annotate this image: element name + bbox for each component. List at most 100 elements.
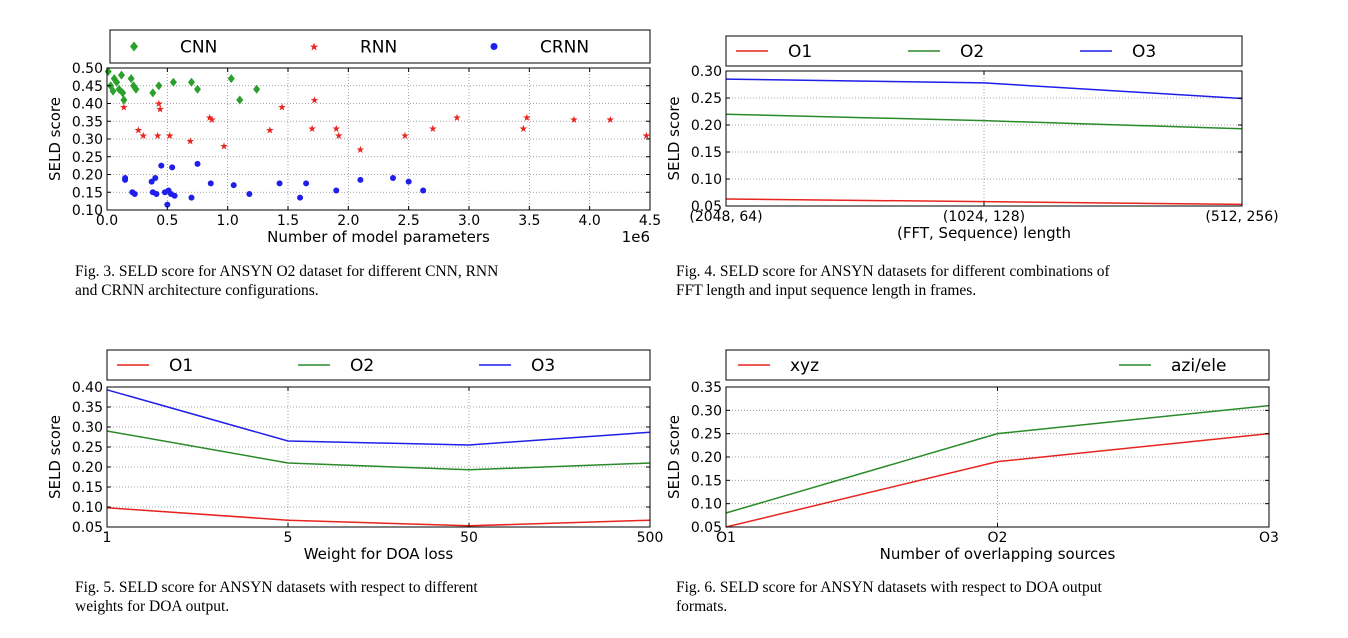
legend-marker-crnn	[490, 43, 498, 50]
y-tick-label: 0.50	[72, 61, 103, 77]
y-tick-label: 0.25	[691, 427, 722, 443]
legend-label: O2	[350, 356, 374, 376]
x-tick-label: (2048, 64)	[689, 209, 762, 225]
cnn-point	[104, 67, 112, 77]
rnn-point: ★	[119, 103, 128, 114]
y-tick-label: 0.30	[72, 420, 103, 436]
crnn-point	[158, 162, 165, 169]
chart-fig3: ★★★ ★★★★ ★★★★★★★★★★★★★★★★ ★ ★★0.100.150.200.…	[46, 29, 661, 246]
cnn-point	[155, 81, 163, 91]
x-axis-label: (FFT, Sequence) length	[897, 224, 1071, 242]
y-tick-label: 0.25	[72, 440, 103, 456]
rnn-point: ★	[452, 113, 461, 124]
rnn-point: ★	[308, 124, 317, 135]
x-tick-label: 0.5	[156, 213, 178, 229]
gridlines	[106, 386, 651, 528]
y-tick-label: 0.10	[72, 203, 103, 219]
legend: O1 O2 O3	[106, 349, 651, 381]
legend: O1 O2 O3	[725, 35, 1243, 67]
legend-box	[725, 349, 1270, 381]
x-tick-label: (1024, 128)	[943, 209, 1025, 225]
x-tick-label: 1.5	[277, 213, 299, 229]
x-tick-label: 500	[637, 530, 664, 546]
y-tick-label: 0.10	[72, 500, 103, 516]
rnn-point: ★	[356, 145, 365, 156]
x-tick-label: 0.0	[96, 213, 118, 229]
caption-line: FFT length and input sequence length in …	[676, 282, 977, 299]
x-tick-label: 3.0	[458, 213, 480, 229]
x-axis-ticks: (2048, 64) (1024, 128) (512, 256)	[689, 71, 1279, 225]
legend-label: CNN	[180, 38, 217, 58]
crnn-point	[333, 187, 340, 194]
rnn-point: ★	[428, 124, 437, 135]
x-axis-label: Number of model parameters	[267, 228, 490, 246]
rnn-point: ★	[205, 113, 214, 124]
rnn-point: ★	[156, 104, 165, 115]
crnn-point	[389, 175, 396, 182]
rnn-point: ★	[334, 131, 343, 142]
cnn-point	[194, 84, 201, 94]
rnn-point: ★	[642, 131, 651, 142]
crnn-point	[420, 187, 427, 194]
cnn-point	[109, 86, 117, 96]
y-tick-label: 0.30	[691, 64, 722, 80]
rnn-point: ★	[277, 103, 286, 114]
caption-line: Fig. 5. SELD score for ANSYN datasets wi…	[75, 579, 478, 596]
caption-line: Fig. 3. SELD score for ANSYN O2 dataset …	[75, 263, 499, 280]
y-axis-ticks: 0.05 0.10 0.15 0.20 0.25 0.30 0.35	[691, 380, 1269, 536]
cnn-point	[149, 88, 157, 98]
rnn-point: ★	[606, 115, 615, 126]
gridlines	[725, 386, 1270, 528]
x-tick-label: 2.5	[398, 213, 420, 229]
y-tick-label: 0.45	[72, 79, 103, 95]
y-tick-label: 0.05	[72, 520, 103, 536]
rnn-point: ★	[139, 131, 148, 142]
crnn-point	[357, 176, 364, 183]
x-axis-ticks: O1 O2 O3	[716, 387, 1279, 546]
legend-label: O1	[788, 42, 812, 62]
crnn-point	[297, 194, 304, 201]
rnn-point: ★	[519, 124, 528, 135]
x-tick-label: 2.0	[337, 213, 359, 229]
rnn-point: ★	[401, 131, 410, 142]
caption-fig-5: Fig. 5. SELD score for ANSYN datasets wi…	[75, 578, 655, 616]
legend-label: CRNN	[540, 38, 589, 58]
rnn-point: ★	[332, 124, 341, 135]
crnn-point	[131, 191, 138, 198]
chart-fig5: 0.05 0.10 0.15 0.20 0.25 0.30 0.35 0.40 1 5 50 500 W…	[46, 349, 664, 563]
y-tick-label: 0.05	[691, 199, 722, 215]
rnn-point: ★	[153, 131, 162, 142]
x-tick-label: (512, 256)	[1205, 209, 1278, 225]
legend-label: O1	[169, 356, 193, 376]
legend-label: xyz	[790, 356, 819, 376]
data-marks	[106, 389, 651, 527]
caption-line: and CRNN architecture configurations.	[75, 282, 319, 299]
legend-box	[109, 29, 651, 64]
x-tick-label: 1	[103, 530, 112, 546]
series-line-o1	[106, 507, 651, 527]
x-tick-label: O3	[1259, 530, 1279, 546]
rnn-point: ★	[186, 136, 195, 147]
crnn-point	[246, 191, 253, 198]
legend-label: azi/ele	[1171, 356, 1226, 376]
x-tick-label: 5	[284, 530, 293, 546]
y-tick-label: 0.35	[72, 114, 103, 130]
x-tick-label: 4.0	[579, 213, 601, 229]
cnn-point	[120, 95, 128, 105]
caption-fig-3: Fig. 3. SELD score for ANSYN O2 dataset …	[75, 262, 655, 300]
y-tick-label: 0.15	[691, 145, 722, 161]
crnn-point	[230, 182, 237, 189]
chart-fig4: 0.05 0.10 0.15 0.20 0.25 0.30 (2048, 64) (1024,…	[665, 35, 1279, 242]
x-tick-label: O2	[988, 530, 1008, 546]
series-line-o2	[725, 113, 1243, 130]
rnn-point: ★	[165, 131, 174, 142]
legend: CNN ★ RNN CRNN	[109, 29, 651, 64]
series-line-xyz	[725, 432, 1270, 528]
cnn-point	[113, 77, 121, 87]
x-axis-ticks: 0.0 0.5 1.0 1.5 2.0 2.5 3.0 3.5 4.0 4.5	[96, 68, 661, 229]
series-line-o3	[725, 78, 1243, 100]
data-marks	[725, 78, 1243, 206]
legend-label: O3	[1132, 42, 1156, 62]
y-axis-ticks: 0.10 0.150.20 0.25 0.30 0.350.40 0.45 0.50	[72, 61, 650, 219]
crnn-point	[169, 164, 176, 171]
